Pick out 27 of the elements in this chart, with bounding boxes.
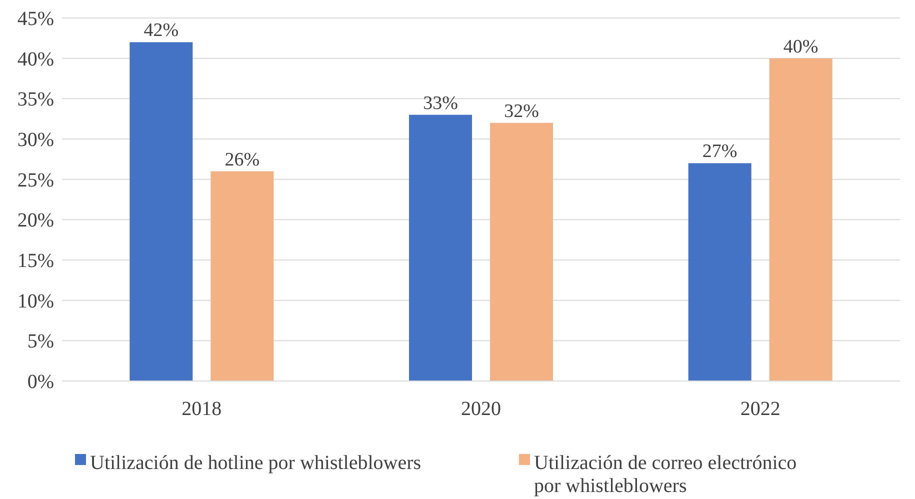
legend-label: Utilización de correo electrónico por whistleblowers	[534, 452, 797, 497]
y-tick-label: 20%	[17, 210, 54, 232]
bar	[409, 114, 472, 381]
data-label: 42%	[144, 20, 179, 42]
x-tick-label: 2018	[182, 398, 222, 420]
y-tick-label: 30%	[17, 129, 54, 151]
bar	[769, 58, 832, 381]
x-tick-label: 2020	[461, 398, 501, 420]
data-label: 33%	[423, 92, 458, 114]
y-tick-label: 45%	[17, 8, 54, 30]
x-tick-label: 2022	[740, 398, 780, 420]
bar	[130, 42, 193, 381]
data-label: 27%	[702, 141, 738, 162]
y-tick-label: 35%	[17, 88, 54, 111]
y-tick-label: 5%	[27, 330, 54, 353]
y-tick-label: 10%	[17, 290, 54, 312]
bar	[490, 122, 553, 381]
y-tick-label: 40%	[17, 48, 54, 70]
y-tick-label: 15%	[17, 250, 54, 272]
legend-label: Utilización de hotline por whistleblowers	[90, 452, 422, 474]
bar	[688, 163, 752, 381]
y-tick-label: 0%	[27, 371, 54, 393]
data-label: 40%	[783, 36, 818, 58]
y-tick-label: 25%	[17, 169, 54, 192]
bar	[210, 171, 274, 381]
data-label: 26%	[224, 149, 260, 170]
data-label: 32%	[504, 100, 540, 122]
